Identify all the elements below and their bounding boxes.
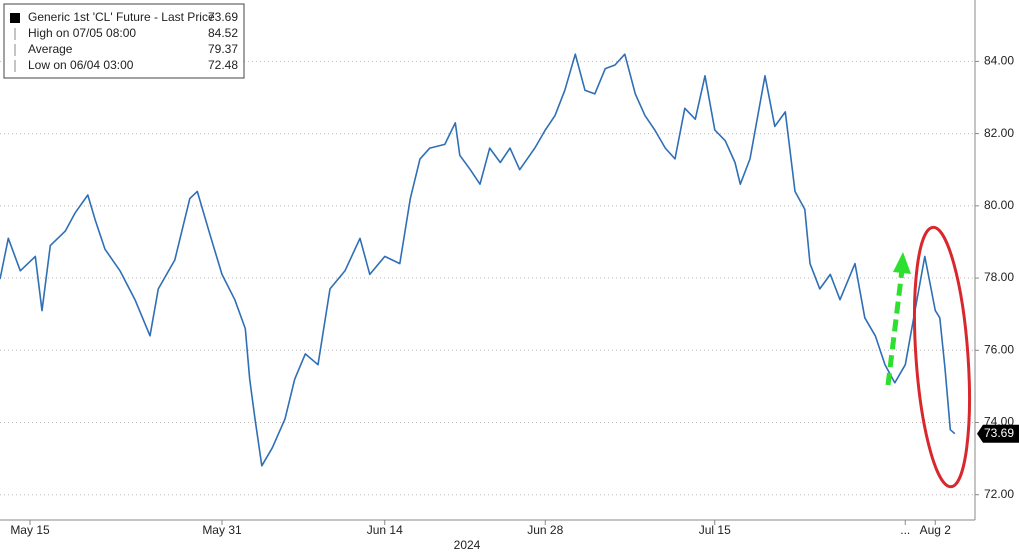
- y-tick-label: 82.00: [984, 126, 1014, 140]
- y-tick-label: 78.00: [984, 270, 1014, 284]
- arrow-shaft: [885, 269, 905, 386]
- legend-label: High on 07/05 08:00: [28, 26, 136, 40]
- x-tick-label: Jun 14: [367, 523, 403, 537]
- legend-label: Generic 1st 'CL' Future - Last Price: [28, 10, 215, 24]
- arrow-head: [893, 252, 911, 274]
- last-price-tag: [977, 424, 1019, 443]
- y-tick-label: 80.00: [984, 198, 1014, 212]
- x-axis-label: 2024: [454, 538, 481, 552]
- plot: [0, 53, 956, 467]
- legend-value: 73.69: [208, 10, 238, 24]
- x-tick-label: Jul 15: [699, 523, 731, 537]
- x-tick-label: ...: [900, 523, 910, 537]
- legend: Generic 1st 'CL' Future - Last Price73.6…: [3, 3, 245, 79]
- grid: [0, 60, 975, 496]
- legend-swatch: [10, 13, 20, 23]
- x-tick-label: May 15: [10, 523, 50, 537]
- y-tick-label: 76.00: [984, 342, 1014, 356]
- y-tick-label: 84.00: [984, 54, 1014, 68]
- price-line: [0, 53, 956, 467]
- x-tick-label: Aug 2: [920, 523, 952, 537]
- legend-label: Average: [28, 42, 73, 56]
- legend-box: [3, 3, 245, 79]
- y-tick-label: 72.00: [984, 487, 1014, 501]
- x-tick-label: May 31: [202, 523, 242, 537]
- x-tick-label: Jun 28: [527, 523, 563, 537]
- legend-value: 84.52: [208, 26, 238, 40]
- legend-value: 79.37: [208, 42, 238, 56]
- highlight-ellipse: [913, 225, 971, 489]
- last-price-label: 73.69: [984, 426, 1014, 440]
- legend-value: 72.48: [208, 58, 238, 72]
- legend-label: Low on 06/04 03:00: [28, 58, 134, 72]
